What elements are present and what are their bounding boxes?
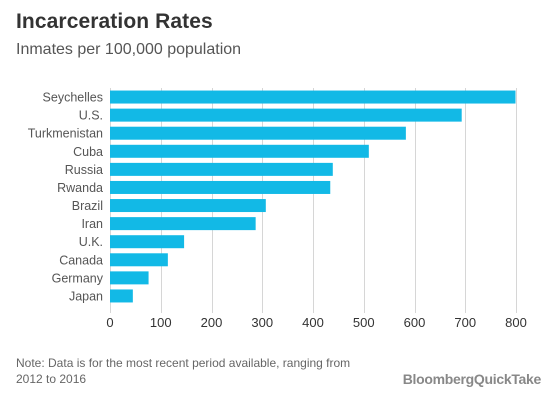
bar <box>110 90 516 104</box>
x-axis-ticks: 0 100 200 300 400 500 600 700 800 <box>106 315 526 330</box>
bar <box>110 235 185 249</box>
category-label: Canada <box>59 253 103 267</box>
category-label: Rwanda <box>57 181 103 195</box>
bar <box>110 217 256 231</box>
bar <box>110 108 462 122</box>
bloomberg-quicktake-logo: BloombergQuickTake <box>402 371 542 387</box>
brand-bloomberg: Bloomberg <box>402 371 475 387</box>
x-tick-label: 200 <box>201 315 223 330</box>
bar-chart: Seychelles U.S. Turkmenistan Cuba Russia Rwan… <box>28 88 527 330</box>
bar <box>110 126 406 140</box>
chart-subtitle: Inmates per 100,000 population <box>16 41 242 58</box>
x-tick-label: 300 <box>251 315 273 330</box>
category-label: U.S. <box>79 109 103 123</box>
category-label: Japan <box>69 289 103 303</box>
bar <box>110 162 333 176</box>
chart-title: Incarceration Rates <box>16 10 213 33</box>
bar <box>110 289 133 303</box>
bar-layer <box>110 90 516 303</box>
x-tick-label: 700 <box>454 315 476 330</box>
x-tick-label: 800 <box>505 315 527 330</box>
category-label: Seychelles <box>43 91 103 105</box>
bar <box>110 271 149 285</box>
x-tick-label: 0 <box>106 315 113 330</box>
bar <box>110 180 331 194</box>
bar <box>110 144 369 158</box>
x-tick-label: 500 <box>353 315 375 330</box>
category-label: Iran <box>81 217 103 231</box>
footnote: Note: Data is for the most recent period… <box>16 356 351 386</box>
category-label: Turkmenistan <box>28 127 103 141</box>
brand-quicktake: QuickTake <box>473 371 541 387</box>
bar <box>110 199 266 213</box>
x-tick-label: 400 <box>302 315 324 330</box>
category-labels: Seychelles U.S. Turkmenistan Cuba Russia Rwan… <box>28 91 104 304</box>
category-label: Russia <box>65 163 103 177</box>
x-tick-label: 600 <box>404 315 426 330</box>
category-label: U.K. <box>79 235 103 249</box>
x-tick-label: 100 <box>150 315 172 330</box>
category-label: Germany <box>52 271 104 285</box>
category-label: Brazil <box>72 199 103 213</box>
bar <box>110 253 168 267</box>
category-label: Cuba <box>73 145 103 159</box>
